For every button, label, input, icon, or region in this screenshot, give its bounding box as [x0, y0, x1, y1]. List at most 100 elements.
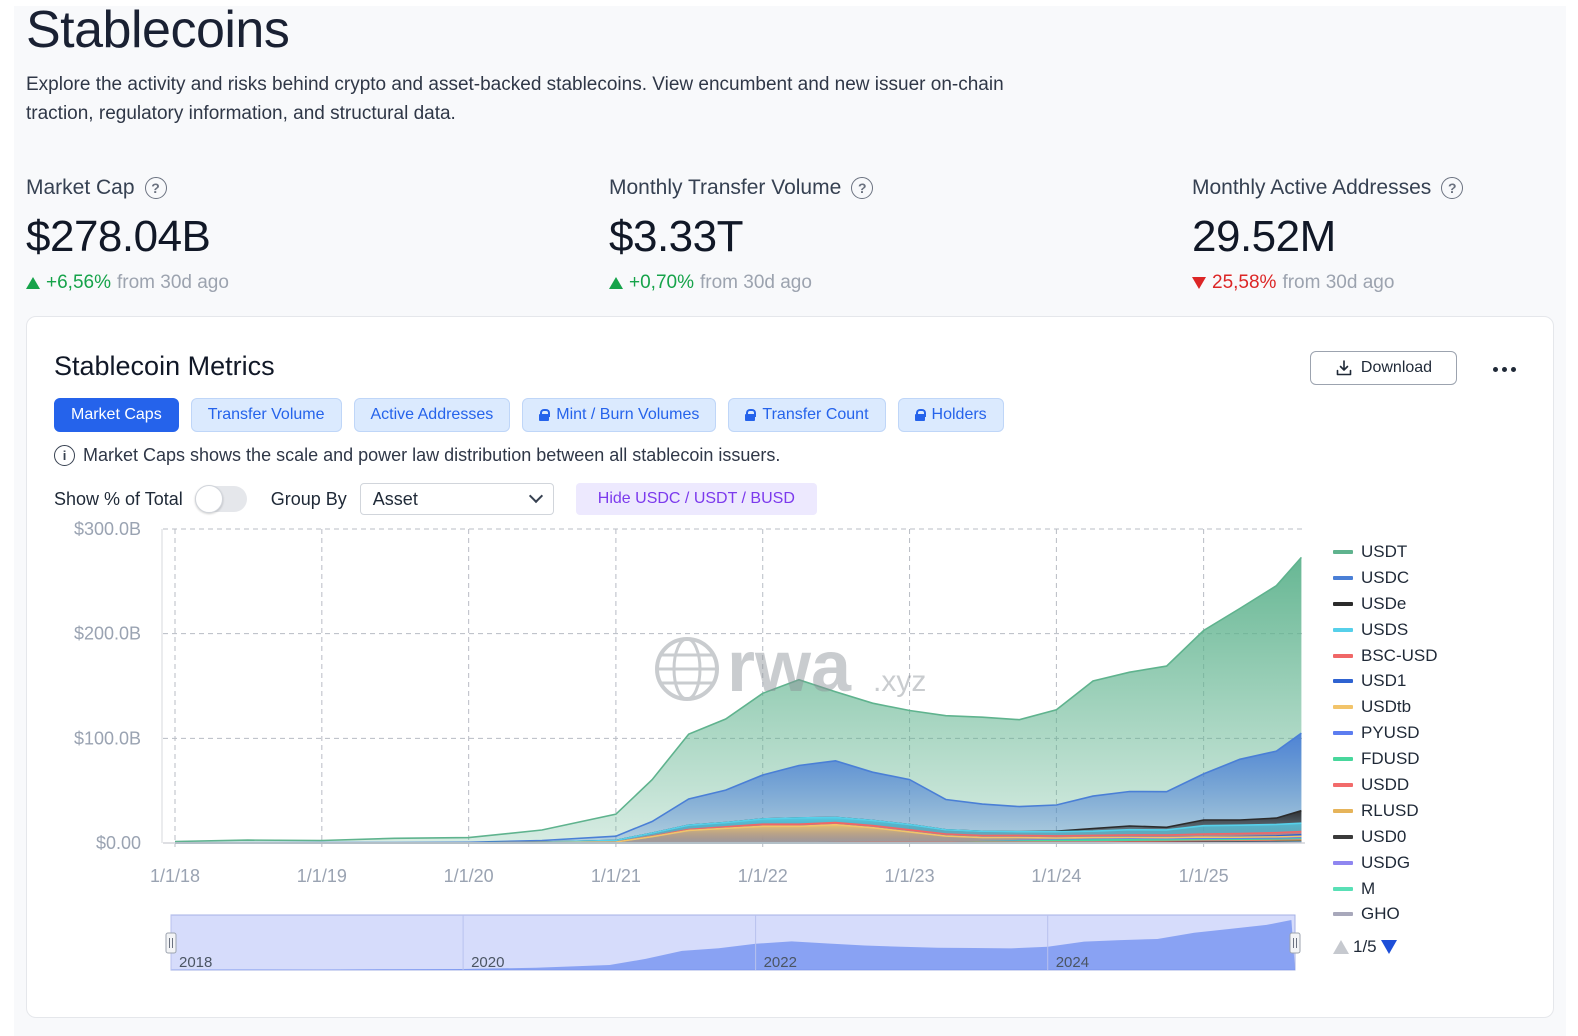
- legend-swatch: [1333, 782, 1353, 787]
- legend-item-usdt[interactable]: USDT: [1333, 539, 1438, 565]
- group-by-label: Group By: [270, 488, 347, 509]
- legend-swatch: [1333, 627, 1353, 632]
- legend-item-rlusd[interactable]: RLUSD: [1333, 798, 1438, 824]
- stat-market-cap: Market Cap ? $278.04B +6,56% from 30d ag…: [26, 172, 586, 294]
- tab-label: Active Addresses: [370, 406, 494, 423]
- legend-item-pyusd[interactable]: PYUSD: [1333, 720, 1438, 746]
- show-pct-label: Show % of Total: [54, 488, 183, 509]
- delta-percent: 25,58%: [1212, 272, 1277, 293]
- legend-label: FDUSD: [1361, 749, 1420, 769]
- help-icon[interactable]: ?: [851, 177, 874, 199]
- legend-item-usdtb[interactable]: USDtb: [1333, 694, 1438, 720]
- lock-icon: [914, 409, 926, 421]
- area-usdt: [175, 557, 1302, 843]
- line-rlusd: [175, 839, 1302, 844]
- legend-swatch: [1333, 834, 1353, 839]
- y-tick-label: $0.00: [96, 833, 141, 853]
- line-usd1: [175, 823, 1302, 844]
- more-options-button[interactable]: [1489, 355, 1519, 383]
- legend-label: PYUSD: [1361, 723, 1420, 743]
- page-up-icon[interactable]: [1333, 940, 1349, 954]
- area-usdg: [175, 842, 1302, 843]
- dot-icon: [1510, 366, 1516, 372]
- info-text: Market Caps shows the scale and power la…: [83, 445, 781, 465]
- page-down-icon[interactable]: [1380, 940, 1397, 954]
- y-tick-label: $200.0B: [74, 624, 141, 644]
- x-tick-label: 1/1/23: [885, 866, 935, 886]
- legend-label: USDS: [1361, 619, 1409, 639]
- delta-percent: +6,56%: [46, 272, 111, 293]
- chart-grid: [163, 528, 1305, 847]
- arrow-up-icon: [609, 277, 623, 289]
- legend-label: USDT: [1361, 541, 1408, 561]
- legend-label: RLUSD: [1361, 800, 1419, 820]
- dot-icon: [1492, 366, 1498, 372]
- navigator-series: [171, 920, 1295, 970]
- navigator-label: 2020: [471, 954, 504, 971]
- page-description: Explore the activity and risks behind cr…: [26, 74, 1004, 124]
- tab-holders[interactable]: Holders: [897, 398, 1004, 432]
- tab-active-addresses[interactable]: Active Addresses: [353, 398, 511, 432]
- line-usdd: [175, 839, 1302, 844]
- chart-legend: USDT USDC USDe USDS BSC-USD USD1 USDtb PYUSD FDU…: [1333, 539, 1438, 927]
- legend-item-usd1[interactable]: USD1: [1333, 668, 1438, 694]
- legend-item-usde[interactable]: USDe: [1333, 591, 1438, 617]
- legend-item-usds[interactable]: USDS: [1333, 617, 1438, 643]
- legend-item-usdd[interactable]: USDD: [1333, 772, 1438, 798]
- y-tick-label: $100.0B: [74, 728, 141, 748]
- tab-transfer-volume[interactable]: Transfer Volume: [190, 398, 342, 432]
- legend-label: USDC: [1361, 567, 1410, 587]
- tab-mint-burn-volumes[interactable]: Mint / Burn Volumes: [522, 398, 717, 432]
- legend-swatch: [1333, 549, 1353, 554]
- legend-label: USD1: [1361, 671, 1407, 691]
- line-pyusd: [175, 837, 1302, 844]
- navigator-label: 2018: [179, 954, 212, 971]
- stat-monthly-transfer-volume: Monthly Transfer Volume ? $3.33T +0,70% …: [609, 172, 1169, 294]
- stat-label: Monthly Transfer Volume: [609, 176, 842, 199]
- group-by-select[interactable]: Asset: [359, 483, 554, 515]
- show-pct-toggle[interactable]: [194, 485, 247, 513]
- download-label: Download: [1360, 359, 1433, 376]
- line-fdusd: [175, 838, 1302, 844]
- page-title: Stablecoins: [26, 1, 290, 59]
- line-usdt: [174, 556, 1302, 843]
- legend-swatch: [1333, 808, 1353, 813]
- chart-axes: $0.00 $100.0B $200.0B $300.0B 1/1/18 1/1/19 1/…: [74, 519, 1305, 886]
- tab-market-caps[interactable]: Market Caps: [54, 398, 179, 432]
- legend-swatch: [1333, 679, 1353, 684]
- area-fdusd: [175, 838, 1302, 843]
- stat-value: $3.33T: [609, 212, 743, 261]
- legend-item-usd0[interactable]: USD0: [1333, 824, 1438, 850]
- line-bsc-usd: [175, 821, 1302, 844]
- download-button[interactable]: Download: [1310, 351, 1457, 385]
- line-usde: [175, 809, 1302, 844]
- range-navigator: 2018 2020 2022 2024: [165, 914, 1301, 971]
- legend-item-usdg[interactable]: USDG: [1333, 850, 1438, 876]
- legend-swatch: [1333, 886, 1353, 891]
- line-usdg: [175, 841, 1302, 844]
- help-icon[interactable]: ?: [1441, 177, 1464, 199]
- delta-suffix: from 30d ago: [699, 272, 812, 293]
- navigator-handle-left: [165, 932, 177, 954]
- area-usds: [175, 817, 1302, 843]
- area-usd1: [175, 824, 1302, 843]
- x-tick-label: 1/1/19: [297, 866, 347, 886]
- pager-label: 1/5: [1353, 937, 1377, 956]
- hide-majors-button[interactable]: Hide USDC / USDT / BUSD: [575, 483, 817, 515]
- stat-label: Market Cap: [26, 176, 135, 199]
- legend-item-gho[interactable]: GHO: [1333, 901, 1438, 927]
- x-tick-label: 1/1/25: [1179, 866, 1229, 886]
- legend-item-usdc[interactable]: USDC: [1333, 565, 1438, 591]
- tab-transfer-count[interactable]: Transfer Count: [728, 398, 886, 432]
- legend-item-fdusd[interactable]: FDUSD: [1333, 746, 1438, 772]
- navigator-window: [170, 914, 1296, 971]
- dot-icon: [1501, 366, 1507, 372]
- legend-swatch: [1333, 705, 1353, 710]
- legend-item-m[interactable]: M: [1333, 876, 1438, 902]
- legend-item-bsc-usd[interactable]: BSC-USD: [1333, 643, 1438, 669]
- help-icon[interactable]: ?: [144, 177, 167, 199]
- area-usd0: [175, 841, 1302, 843]
- area-pyusd: [175, 837, 1302, 843]
- info-row: i Market Caps shows the scale and power …: [54, 445, 780, 466]
- stat-monthly-active-addresses: Monthly Active Addresses ? 29.52M 25,58%…: [1192, 172, 1578, 294]
